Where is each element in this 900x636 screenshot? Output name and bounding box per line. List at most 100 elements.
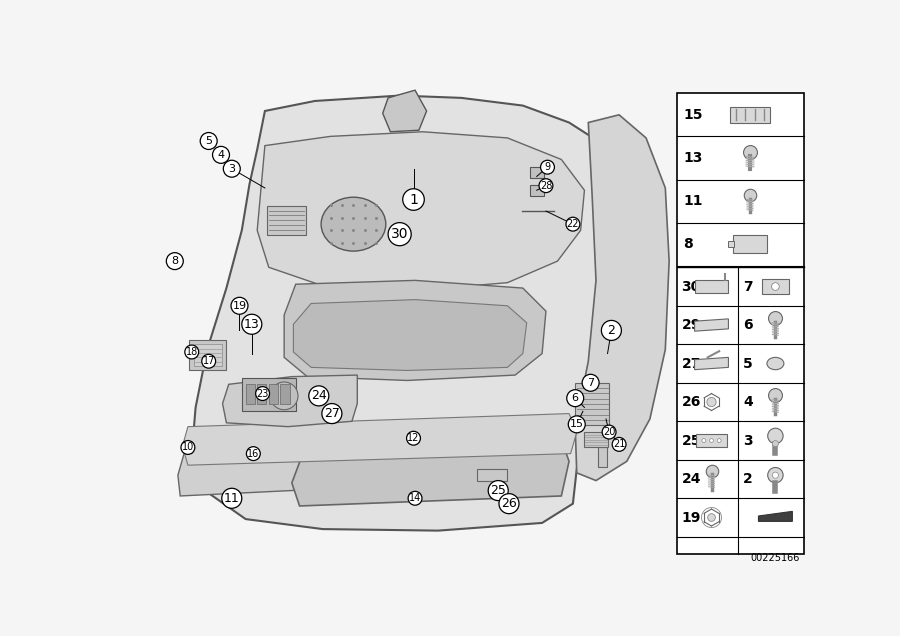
Circle shape [402,189,424,211]
FancyBboxPatch shape [530,167,544,178]
Circle shape [717,439,721,443]
Text: 13: 13 [683,151,702,165]
Circle shape [407,431,420,445]
Circle shape [772,441,778,446]
Circle shape [242,314,262,335]
Ellipse shape [321,197,386,251]
Circle shape [499,494,519,514]
Polygon shape [759,511,792,522]
Text: 4: 4 [218,150,225,160]
Polygon shape [183,413,577,465]
Text: 16: 16 [248,448,259,459]
Polygon shape [192,95,643,530]
Polygon shape [695,319,728,331]
Circle shape [568,416,585,433]
Bar [242,378,296,410]
Circle shape [270,382,298,410]
Text: 18: 18 [185,347,198,357]
Bar [695,280,728,293]
Text: 24: 24 [681,472,701,486]
Circle shape [706,398,716,406]
Polygon shape [695,357,728,370]
Text: 15: 15 [683,108,703,122]
Text: 6: 6 [572,393,579,403]
Circle shape [702,439,706,443]
Text: 21: 21 [613,439,626,450]
Circle shape [602,425,616,439]
Circle shape [541,160,554,174]
Text: 8: 8 [683,237,693,251]
Polygon shape [284,280,546,380]
Polygon shape [292,439,569,506]
Text: 26: 26 [681,395,701,409]
Text: 00225166: 00225166 [751,553,800,563]
Text: 6: 6 [743,318,752,332]
Text: 11: 11 [224,492,239,505]
Bar [728,241,733,247]
Circle shape [223,160,240,177]
Ellipse shape [767,357,784,370]
Circle shape [709,439,714,443]
Text: 26: 26 [501,497,517,510]
Circle shape [768,428,783,444]
Text: 13: 13 [244,318,260,331]
Text: 4: 4 [743,395,752,409]
Bar [696,434,727,448]
Circle shape [772,472,778,478]
Text: 15: 15 [570,419,584,429]
Text: 14: 14 [409,494,421,503]
Text: 10: 10 [182,443,194,452]
Circle shape [322,404,342,424]
Circle shape [247,446,260,460]
Bar [246,384,255,404]
Bar [189,340,227,370]
Text: 5: 5 [205,136,212,146]
Text: 28: 28 [540,181,552,191]
Circle shape [221,488,242,508]
Text: 29: 29 [681,318,701,332]
Text: 2: 2 [743,472,752,486]
Polygon shape [575,115,669,481]
Text: 27: 27 [681,357,701,371]
Circle shape [184,345,199,359]
Circle shape [707,514,716,522]
Bar [575,383,609,425]
Text: 5: 5 [743,357,752,371]
Text: 7: 7 [587,378,594,388]
Text: 8: 8 [171,256,178,266]
Bar [477,469,507,481]
Bar [257,384,266,404]
Text: 23: 23 [256,389,269,399]
Text: 12: 12 [408,433,419,443]
Circle shape [202,354,216,368]
Text: 25: 25 [491,484,506,497]
Circle shape [612,438,626,452]
Circle shape [488,481,508,501]
Circle shape [768,467,783,483]
Circle shape [567,390,584,406]
Text: 9: 9 [544,162,551,172]
Bar [598,448,607,467]
FancyBboxPatch shape [530,185,544,196]
Circle shape [309,386,328,406]
Bar [194,344,221,366]
Bar [677,93,804,554]
Bar [761,279,789,294]
Circle shape [601,321,621,340]
Circle shape [539,179,553,193]
Text: 19: 19 [232,301,247,311]
Text: 3: 3 [743,434,752,448]
Polygon shape [178,446,346,496]
Text: 3: 3 [229,163,235,174]
Text: 24: 24 [310,389,327,403]
Text: 7: 7 [743,280,752,294]
Polygon shape [222,375,357,427]
Bar [584,432,608,448]
Bar [269,384,278,404]
Bar [280,384,290,404]
Text: 22: 22 [567,219,580,229]
Text: 27: 27 [324,407,340,420]
Bar [267,205,306,235]
Bar [730,107,770,123]
Text: 20: 20 [603,427,616,437]
